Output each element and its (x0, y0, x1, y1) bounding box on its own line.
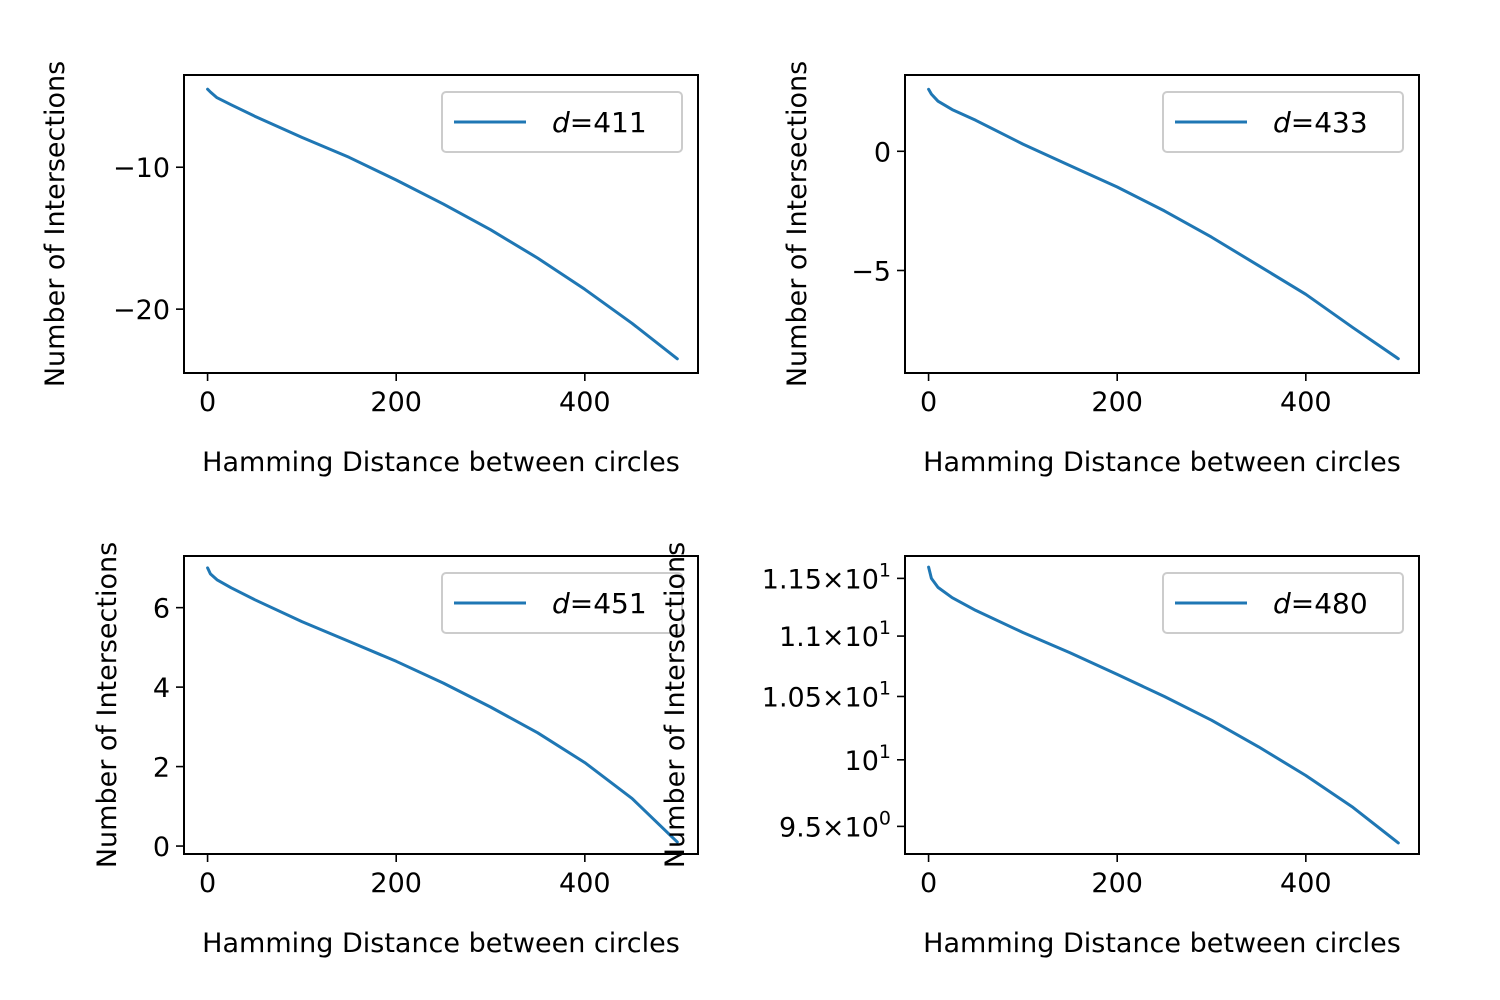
subplot-1-y-axis-label: Number of Intersections (40, 61, 71, 387)
subplot-4-legend-label: d=480 (1273, 587, 1368, 620)
subplot-1-x-axis-label: Hamming Distance between circles (202, 447, 680, 478)
subplot-3: 0 200 400 6 4 2 0 Hamming Distance between circ… (92, 542, 699, 959)
subplot-3-y-tick-label: 2 (153, 753, 170, 784)
subplot-2: 0 200 400 0 −5 Hamming Distance between circl… (782, 61, 1420, 478)
subplot-4-x-axis-label: Hamming Distance between circles (923, 928, 1401, 959)
subplot-2-legend-label: d=433 (1273, 106, 1368, 139)
subplot-2-y-tick-label: −5 (851, 256, 891, 287)
subplot-3-x-tick-label: 0 (199, 868, 216, 899)
subplot-4-x-tick-label: 200 (1091, 868, 1143, 899)
subplot-4-x-tick-label: 0 (920, 868, 937, 899)
subplot-2-axes-frame (904, 74, 1420, 374)
subplot-2-x-axis-label: Hamming Distance between circles (923, 447, 1401, 478)
subplot-4-y-tick-label: 1.15×101 (762, 559, 891, 595)
subplot-1: 0 200 400 −10 −20 Hamming Distance between ci… (40, 61, 699, 478)
subplot-2-y-tick-label: 0 (874, 137, 891, 168)
subplot-3-y-tick-label: 4 (153, 673, 170, 704)
subplot-4-series-line-1 (927, 565, 1400, 845)
subplot-4-y-tick-label: 9.5×100 (779, 807, 891, 843)
subplot-3-y-tick-label: 6 (153, 594, 170, 625)
subplot-1-x-tick-label: 200 (370, 387, 422, 418)
subplot-2-legend-box (1162, 91, 1404, 153)
subplot-1-axes-frame (183, 74, 699, 374)
subplot-1-series-line-1 (206, 87, 679, 361)
subplot-4-legend: d=480 (1162, 572, 1404, 634)
subplot-2-y-axis-label: Number of Intersections (782, 61, 813, 387)
subplot-3-series-line-1 (206, 566, 679, 844)
subplot-1-x-tick-label: 400 (559, 387, 611, 418)
subplot-3-y-tick-label: 0 (153, 832, 170, 863)
subplot-1-legend: d=411 (441, 91, 683, 153)
subplot-1-legend-label: d=411 (552, 106, 647, 139)
subplot-4-y-tick-label: 101 (845, 741, 891, 777)
subplot-2-x-tick-label: 200 (1091, 387, 1143, 418)
subplot-4-y-axis-label: Number of Intersections (660, 542, 691, 868)
subplot-3-legend: d=451 (441, 572, 683, 634)
subplot-3-y-axis-label: Number of Intersections (92, 542, 123, 868)
subplot-4-legend-box (1162, 572, 1404, 634)
subplot-3-legend-box (441, 572, 683, 634)
subplot-2-x-tick-label: 0 (920, 387, 937, 418)
subplot-3-x-axis-label: Hamming Distance between circles (202, 928, 680, 959)
subplot-4-axes-frame (904, 555, 1420, 855)
subplot-4-x-tick-label: 400 (1280, 868, 1332, 899)
subplot-2-x-tick-label: 400 (1280, 387, 1332, 418)
subplot-1-y-tick-label: −10 (113, 153, 170, 184)
subplot-3-legend-label: d=451 (552, 587, 647, 620)
subplot-4-y-tick-label: 1.1×101 (779, 617, 891, 653)
subplot-2-legend: d=433 (1162, 91, 1404, 153)
subplot-4: 0 200 400 1.15×101 1.1×101 1.05×101 101 9.5×100… (660, 542, 1420, 959)
subplot-3-x-tick-label: 200 (370, 868, 422, 899)
subplot-3-x-tick-label: 400 (559, 868, 611, 899)
subplot-4-y-tick-label: 1.05×101 (762, 677, 891, 713)
subplot-1-legend-box (441, 91, 683, 153)
subplot-2-series-line-1 (927, 87, 1400, 361)
subplot-1-x-tick-label: 0 (199, 387, 216, 418)
subplot-3-axes-frame (183, 555, 699, 855)
subplot-1-y-tick-label: −20 (113, 295, 170, 326)
